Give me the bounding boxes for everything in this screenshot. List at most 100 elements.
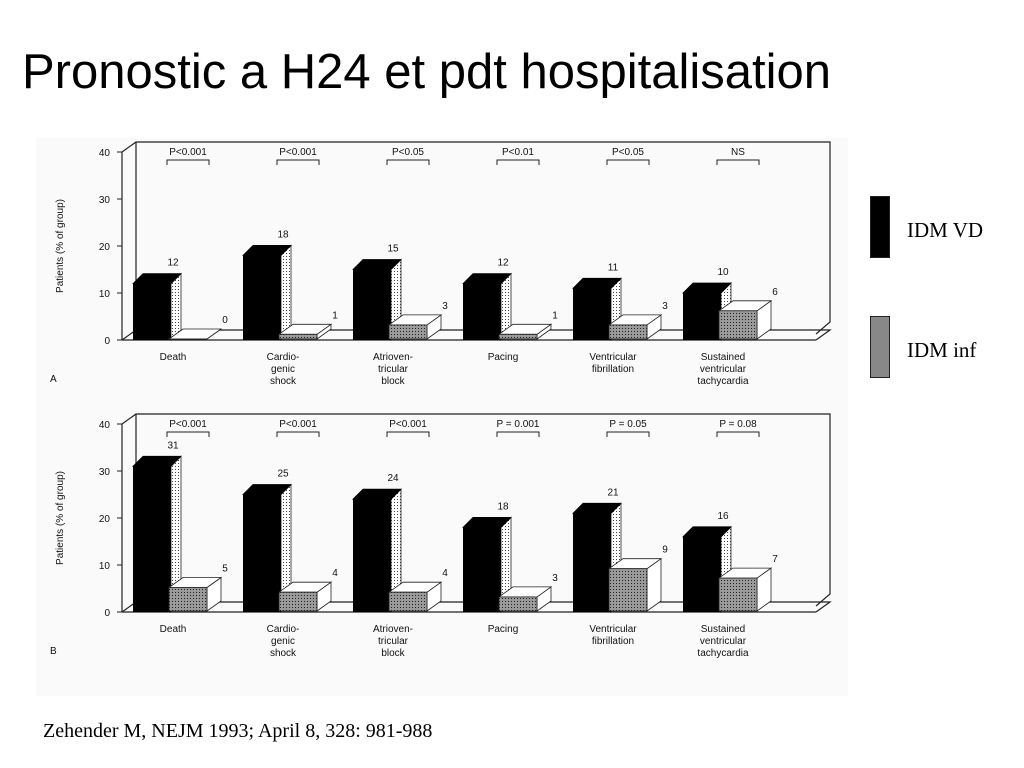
category-group-death: 12 0 P<0.001 Death	[132, 147, 228, 363]
data-label-idm-vd: 11	[608, 262, 619, 273]
p-value-bracket	[386, 431, 430, 437]
category-label: Death	[160, 624, 187, 635]
legend-label-idm-inf: IDM inf	[907, 338, 977, 362]
category-label: Ventricular fibrillation	[589, 352, 637, 375]
bar-idm-inf	[608, 324, 648, 340]
data-label-idm-vd: 15	[387, 244, 399, 255]
data-label-idm-inf: 1	[552, 310, 558, 321]
bar-side-idm-vd	[280, 244, 292, 341]
data-label-idm-vd: 10	[717, 267, 729, 278]
bar-idm-inf	[168, 338, 208, 340]
bar-idm-inf	[278, 333, 318, 340]
slide-title: Pronostic a H24 et pdt hospitalisation	[22, 45, 831, 99]
p-value-bracket	[386, 159, 430, 165]
bar-top-idm-vd	[572, 277, 622, 289]
bar-idm-vd	[133, 466, 171, 612]
bar-idm-inf	[718, 577, 758, 612]
category-group-cardio-genic-shock: 18 1 P<0.001 Cardio-genic shock	[242, 147, 338, 387]
bar-idm-inf	[278, 591, 318, 612]
category-group-cardio-genic-shock: 25 4 P<0.001 Cardio-genic shock	[242, 419, 338, 659]
bar-idm-vd	[573, 288, 611, 340]
bar-idm-inf	[388, 591, 428, 612]
chart-panel-b: 0 10 20 30 40 Patients (% of group) B 31 5 P<0.00…	[50, 413, 832, 659]
data-label-idm-inf: 7	[772, 554, 778, 565]
bar-idm-vd	[133, 283, 171, 340]
data-label-idm-vd: 12	[497, 258, 509, 269]
data-label-idm-vd: 24	[387, 473, 399, 484]
category-group-atrioven-tricular-block: 15 3 P<0.05 Atrioven-tricular block	[352, 147, 448, 387]
p-value-label: P<0.001	[279, 147, 317, 158]
y-tick-label: 30	[99, 467, 111, 478]
p-value-label: NS	[731, 147, 745, 158]
p-value-label: P = 0.08	[719, 419, 757, 430]
y-tick-label: 0	[104, 608, 110, 619]
data-label-idm-inf: 6	[772, 287, 778, 298]
bar-idm-vd	[463, 283, 501, 340]
category-label: Cardio-genic shock	[267, 624, 300, 659]
data-label-idm-inf: 9	[662, 545, 668, 556]
category-label: Ventricular fibrillation	[589, 624, 637, 647]
p-value-bracket	[166, 159, 210, 165]
bar-idm-vd	[573, 513, 611, 612]
panel-label: B	[50, 646, 57, 657]
p-value-label: P<0.001	[279, 419, 317, 430]
y-tick-label: 0	[104, 336, 110, 347]
bar-idm-inf	[498, 596, 538, 612]
data-label-idm-inf: 4	[442, 568, 448, 579]
p-value-bracket	[606, 159, 650, 165]
panel-frame	[121, 413, 831, 607]
bar-idm-vd	[683, 536, 721, 612]
p-value-label: P<0.001	[169, 147, 207, 158]
data-label-idm-vd: 25	[277, 469, 289, 480]
data-label-idm-vd: 31	[167, 440, 179, 451]
data-label-idm-vd: 16	[717, 511, 729, 522]
data-label-idm-inf: 4	[332, 568, 338, 579]
category-group-death: 31 5 P<0.001 Death	[132, 419, 228, 635]
p-value-bracket	[716, 431, 760, 437]
data-label-idm-vd: 21	[607, 487, 619, 498]
bar-idm-vd	[353, 269, 391, 340]
data-label-idm-inf: 5	[222, 564, 228, 575]
category-label: Death	[160, 352, 187, 363]
p-value-label: P<0.05	[612, 147, 644, 158]
bar-top-idm-vd	[242, 245, 292, 256]
category-group-atrioven-tricular-block: 24 4 P<0.001 Atrioven-tricular block	[352, 419, 448, 659]
bar-side-idm-vd	[170, 272, 182, 341]
bar-idm-vd	[353, 499, 391, 612]
category-label: Pacing	[488, 624, 519, 635]
p-value-bracket	[276, 159, 320, 165]
p-value-label: P = 0.001	[497, 419, 540, 430]
p-value-bracket	[606, 431, 650, 437]
p-value-bracket	[716, 159, 760, 165]
p-value-label: P<0.01	[502, 147, 534, 158]
p-value-bracket	[496, 431, 540, 437]
category-label: Cardio-genic shock	[267, 352, 300, 387]
y-tick-label: 20	[99, 242, 111, 253]
citation: Zehender M, NEJM 1993; April 8, 328: 981…	[43, 720, 433, 742]
p-value-label: P<0.001	[169, 419, 207, 430]
p-value-bracket	[276, 431, 320, 437]
bar-idm-inf	[718, 310, 758, 340]
y-tick-label: 40	[99, 148, 111, 159]
bar-idm-inf	[498, 333, 538, 340]
y-tick-label: 10	[99, 289, 111, 300]
category-group-sustained-ventricular-tachycardia: 16 7 P = 0.08 Sustained ventricular tachycard…	[682, 419, 778, 659]
data-label-idm-inf: 0	[222, 315, 228, 326]
legend-swatch-idm-inf	[870, 316, 890, 378]
y-tick-label: 20	[99, 514, 111, 525]
data-label-idm-vd: 18	[277, 229, 289, 240]
data-label-idm-inf: 3	[442, 301, 448, 312]
data-label-idm-inf: 1	[332, 310, 338, 321]
bar-idm-inf	[168, 587, 208, 612]
y-axis-label: Patients (% of group)	[55, 199, 66, 293]
p-value-label: P = 0.05	[609, 419, 647, 430]
data-label-idm-inf: 3	[552, 573, 558, 584]
category-label: Atrioven-tricular block	[373, 624, 413, 659]
bar-idm-vd	[243, 494, 281, 612]
y-tick-label: 10	[99, 561, 111, 572]
p-value-bracket	[166, 431, 210, 437]
category-group-sustained-ventricular-tachycardia: 10 6 NS Sustained ventricular tachycardia	[682, 147, 778, 387]
y-tick-label: 40	[99, 420, 111, 431]
category-label: Sustained ventricular tachycardia	[697, 624, 749, 659]
